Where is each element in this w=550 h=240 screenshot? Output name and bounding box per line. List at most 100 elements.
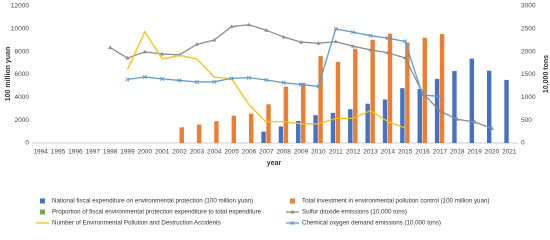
legend-swatch	[290, 198, 295, 204]
x-tick-label: 2015	[398, 149, 413, 156]
legend-label: Chemical oxygen demand emissions (10,000…	[302, 220, 441, 227]
x-tick-label: 2012	[346, 149, 361, 156]
y2-tick-label: 0	[521, 140, 525, 147]
line-marker	[420, 92, 425, 98]
x-tick-label: 2020	[485, 149, 500, 156]
bar	[196, 124, 202, 143]
line-marker	[281, 80, 286, 85]
y-tick-label: 0	[25, 140, 29, 147]
line-series	[126, 30, 406, 129]
bar	[330, 112, 336, 143]
line-marker	[212, 37, 217, 42]
line-marker	[212, 79, 217, 84]
line-marker	[229, 24, 234, 29]
x-tick-label: 2014	[381, 149, 396, 156]
bar	[348, 109, 353, 143]
y-axis-title: 100 million yuan	[5, 47, 12, 101]
x-tick-label: 2021	[502, 149, 517, 156]
legend-label: Number of Environmental Pollution and De…	[52, 220, 221, 227]
line-marker	[333, 26, 338, 31]
line-marker	[333, 39, 338, 44]
line-marker	[281, 34, 286, 39]
line-marker	[194, 42, 199, 46]
bar	[504, 79, 509, 143]
bar	[370, 39, 375, 143]
bar	[417, 88, 422, 143]
legend-item: Chemical oxygen demand emissions (10,000…	[286, 220, 441, 227]
y-tick-label: 8000	[15, 48, 30, 55]
y-tick-label: 10000	[11, 26, 29, 33]
line-marker	[385, 36, 390, 41]
x-tick-label: 1997	[86, 149, 101, 156]
bar	[248, 113, 254, 143]
line-marker	[125, 77, 130, 82]
y-tick-label: 12000	[11, 3, 29, 10]
bar	[469, 58, 475, 144]
x-tick-label: 2005	[224, 149, 239, 156]
legend-item: National fiscal expenditure on environme…	[40, 198, 253, 205]
line-marker	[299, 39, 304, 44]
x-tick-label: 2016	[415, 149, 430, 156]
x-tick-label: 2013	[363, 149, 378, 156]
line-marker	[246, 22, 251, 27]
bar	[301, 82, 306, 143]
bar	[365, 103, 370, 143]
line-marker	[437, 108, 442, 113]
legend-item: Number of Environmental Pollution and De…	[36, 220, 221, 227]
x-tick-label: 2004	[207, 149, 222, 156]
y-tick-label: 2000	[15, 117, 30, 124]
bar	[214, 121, 219, 143]
line-marker	[160, 51, 165, 56]
chart: 100 million yuan 10,000 tons year 0 2000 4…	[5, 3, 550, 227]
line-marker	[316, 41, 321, 45]
legend-marker	[290, 220, 295, 226]
bar	[400, 88, 405, 143]
x-tick-label: 1996	[68, 149, 83, 156]
line-marker	[351, 43, 356, 48]
line-marker	[385, 50, 390, 55]
bar	[261, 131, 266, 143]
line-series	[127, 28, 440, 98]
bar	[179, 127, 184, 143]
x-tick-label: 2018	[450, 149, 465, 156]
line-marker	[316, 84, 321, 89]
line-marker	[160, 76, 165, 81]
line-marker	[264, 77, 269, 83]
x-tick-label: 2010	[311, 149, 326, 156]
bar	[266, 104, 271, 143]
legend-marker	[290, 209, 295, 214]
x-tick-label: 2002	[172, 149, 187, 156]
bar	[296, 120, 301, 143]
y-tick-label: 6000	[15, 71, 30, 78]
line-marker	[437, 94, 443, 99]
y2-tick-label: 2500	[521, 26, 536, 33]
line-marker	[455, 117, 460, 121]
bar	[422, 37, 427, 143]
bar	[278, 126, 284, 143]
legend-label: Sulfur dioxide emissions (10,000 tons)	[302, 209, 407, 216]
line-marker	[108, 45, 113, 50]
x-tick-label: 1999	[120, 149, 135, 156]
x-tick-label: 2011	[329, 149, 343, 156]
line-marker	[472, 119, 477, 124]
legend-item: Total investment in environmental pollut…	[290, 198, 489, 205]
legend-label: Total investment in environmental pollut…	[302, 198, 489, 205]
bar	[405, 42, 410, 143]
line-marker	[142, 74, 147, 80]
line-marker	[403, 55, 408, 60]
y2-tick-label: 3000	[521, 3, 536, 10]
line-marker	[350, 30, 356, 35]
bar	[353, 48, 358, 143]
y-tick-label: 4000	[15, 94, 30, 101]
line-marker	[142, 49, 147, 54]
line-marker	[298, 82, 304, 87]
line-marker	[177, 78, 182, 83]
bar	[318, 56, 323, 143]
x-axis-title: year	[267, 160, 282, 167]
line-marker	[403, 39, 408, 44]
x-tick-label: 2006	[242, 149, 257, 156]
y2-tick-label: 2000	[521, 48, 536, 55]
legend-label: Proportion of fiscal environmental prote…	[52, 209, 262, 216]
bar	[382, 99, 388, 143]
line-marker	[125, 55, 130, 60]
